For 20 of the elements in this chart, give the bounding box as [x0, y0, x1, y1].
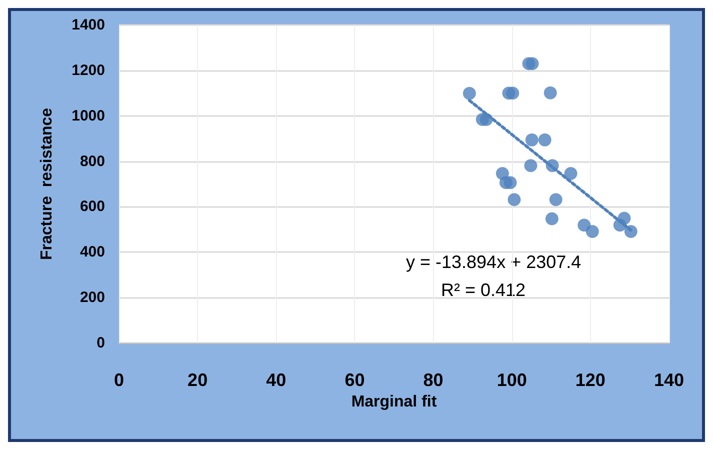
x-tick-label: 80 — [423, 370, 444, 390]
x-tick-label: 100 — [496, 370, 527, 390]
x-tick-label: 40 — [266, 370, 286, 390]
x-tick-label: 60 — [344, 370, 365, 390]
annotation: R² = 0.412 — [441, 280, 526, 300]
x-tick-label: 140 — [654, 370, 684, 390]
y-tick-label: 800 — [80, 152, 105, 170]
y-tick-label: 1400 — [72, 16, 105, 34]
y-tick-label: 0 — [96, 334, 105, 352]
y-tick-label: 400 — [80, 244, 105, 261]
y-tick-label: 1200 — [72, 62, 105, 79]
y-axis-title: Fracture resistance — [38, 108, 56, 260]
x-tick-label: 0 — [114, 370, 124, 390]
x-axis-title: Marginal fit — [351, 393, 438, 410]
annotation: y = -13.894x + 2307.4 — [406, 252, 582, 272]
x-tick-label: 20 — [188, 370, 208, 390]
y-tick-label: 200 — [80, 289, 105, 306]
y-tick-label: 600 — [80, 198, 105, 216]
x-tick-label: 120 — [575, 370, 606, 390]
y-tick-label: 1000 — [72, 107, 105, 124]
